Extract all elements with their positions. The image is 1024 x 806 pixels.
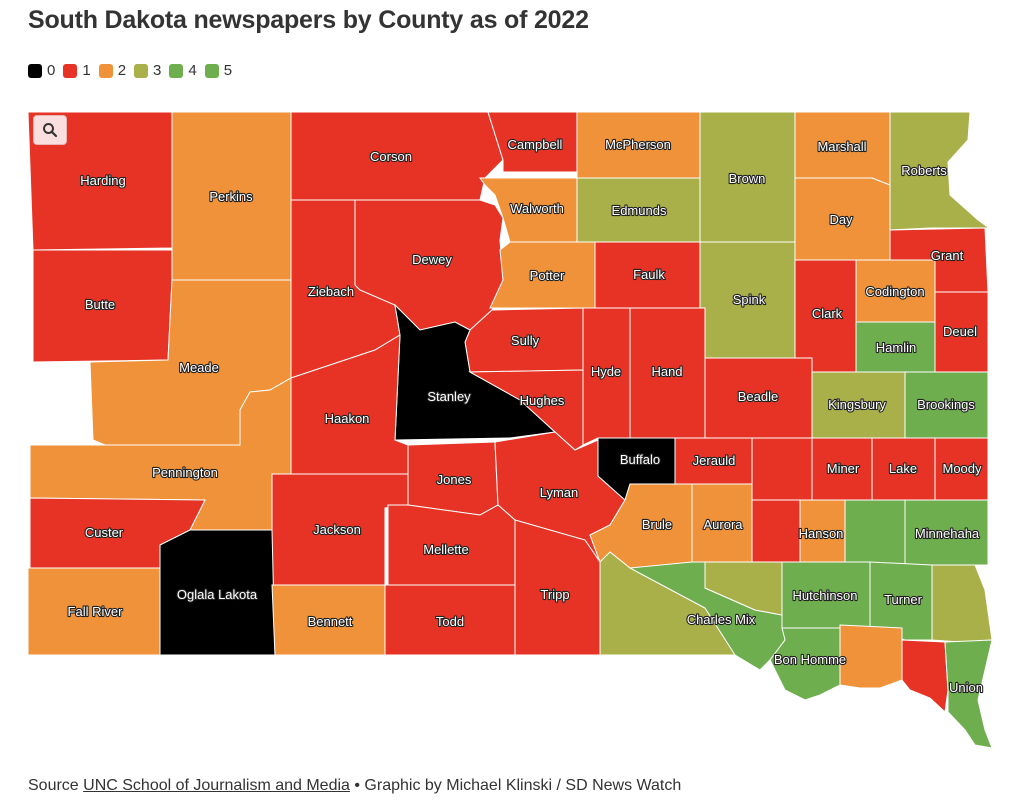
source-line: Source UNC School of Journalism and Medi… xyxy=(28,777,681,795)
county-label: Union xyxy=(949,680,983,695)
legend: 0 1 2 3 4 5 xyxy=(28,62,240,79)
county-label: Jones xyxy=(437,472,472,487)
county-campbell[interactable] xyxy=(487,111,578,173)
legend-swatch xyxy=(134,63,149,78)
map-title: South Dakota newspapers by County as of … xyxy=(28,6,589,34)
county-sanborn[interactable] xyxy=(751,437,813,501)
county-label: Turner xyxy=(884,592,922,607)
county-label: Brown xyxy=(729,171,766,186)
county-label: Brookings xyxy=(917,397,975,412)
legend-item-4[interactable]: 4 xyxy=(169,62,197,79)
legend-swatch xyxy=(28,63,42,78)
legend-label: 2 xyxy=(117,62,127,79)
county-davison[interactable] xyxy=(751,499,801,563)
county-label: Moody xyxy=(942,461,982,476)
zoom-button[interactable] xyxy=(33,115,67,145)
county-label: Beadle xyxy=(738,389,778,404)
source-link[interactable]: UNC School of Journalism and Media xyxy=(83,777,350,794)
county-label: Codington xyxy=(865,284,924,299)
legend-swatch xyxy=(169,63,184,78)
legend-item-3[interactable]: 3 xyxy=(134,62,161,79)
county-douglas[interactable] xyxy=(704,561,783,616)
county-mccook[interactable] xyxy=(844,499,906,566)
county-yankton[interactable] xyxy=(839,624,903,689)
legend-swatch xyxy=(63,63,78,78)
county-label: Hanson xyxy=(799,526,844,541)
county-label: Hyde xyxy=(591,364,621,379)
county-clay[interactable] xyxy=(901,639,949,714)
county-label: Brule xyxy=(642,517,672,532)
source-prefix: Source xyxy=(28,777,84,794)
legend-label: 1 xyxy=(82,62,91,79)
county-label: Miner xyxy=(827,461,860,476)
county-label: Deuel xyxy=(943,324,977,339)
county-label: McPherson xyxy=(605,137,671,152)
county-label: Bon Homme xyxy=(774,652,846,667)
county-lincoln[interactable] xyxy=(931,564,993,643)
county-label: Harding xyxy=(80,173,126,188)
county-label: Haakon xyxy=(325,411,370,426)
county-label: Bennett xyxy=(308,614,353,629)
county-label: Oglala Lakota xyxy=(177,587,258,602)
county-label: Pennington xyxy=(152,465,218,480)
county-label: Jerauld xyxy=(693,453,736,468)
legend-label: 3 xyxy=(153,62,162,79)
county-label: Grant xyxy=(931,248,964,263)
county-minnehaha[interactable] xyxy=(904,499,989,566)
county-label: Jackson xyxy=(313,522,361,537)
county-label: Kingsbury xyxy=(828,397,886,412)
county-label: Butte xyxy=(85,297,115,312)
county-label: Stanley xyxy=(427,389,471,404)
legend-item-0[interactable]: 0 xyxy=(28,62,55,79)
legend-label: 5 xyxy=(223,62,233,79)
county-label: Aurora xyxy=(703,517,743,532)
legend-item-2[interactable]: 2 xyxy=(98,62,127,79)
county-label: Ziebach xyxy=(308,284,354,299)
legend-label: 4 xyxy=(188,62,197,79)
legend-label: 0 xyxy=(47,62,56,79)
county-label: Spink xyxy=(733,292,766,307)
legend-swatch xyxy=(98,63,113,78)
county-label: Clark xyxy=(812,306,843,321)
county-label: Custer xyxy=(85,525,124,540)
county-label: Sully xyxy=(511,333,540,348)
legend-swatch xyxy=(204,63,219,78)
county-label: Edmunds xyxy=(612,203,667,218)
search-icon xyxy=(43,123,58,138)
county-label: Roberts xyxy=(901,163,947,178)
county-label: Walworth xyxy=(510,201,564,216)
county-label: Tripp xyxy=(540,587,569,602)
county-label: Charles Mix xyxy=(687,612,756,627)
county-label: Lake xyxy=(889,461,917,476)
county-label: Buffalo xyxy=(620,452,660,467)
county-label: Faulk xyxy=(633,267,665,282)
county-union[interactable] xyxy=(944,639,993,749)
county-label: Fall River xyxy=(68,604,124,619)
county-turner[interactable] xyxy=(869,561,933,641)
county-label: Campbell xyxy=(508,137,563,152)
county-label: Marshall xyxy=(817,139,866,154)
county-label: Lyman xyxy=(540,485,579,500)
county-label: Day xyxy=(829,212,853,227)
county-label: Dewey xyxy=(412,252,452,267)
county-label: Hand xyxy=(651,364,682,379)
county-label: Minnehaha xyxy=(915,526,980,541)
county-label: Potter xyxy=(530,268,565,283)
legend-item-5[interactable]: 5 xyxy=(204,62,233,79)
legend-item-1[interactable]: 1 xyxy=(63,62,91,79)
source-suffix: • Graphic by Michael Klinski / SD News W… xyxy=(349,777,682,794)
county-label: Meade xyxy=(179,360,219,375)
county-label: Perkins xyxy=(209,189,253,204)
county-label: Todd xyxy=(436,614,464,629)
county-label: Hughes xyxy=(520,393,565,408)
county-label: Hutchinson xyxy=(792,588,857,603)
county-label: Mellette xyxy=(423,542,469,557)
county-label: Hamlin xyxy=(876,340,916,355)
county-label: Corson xyxy=(370,149,412,164)
